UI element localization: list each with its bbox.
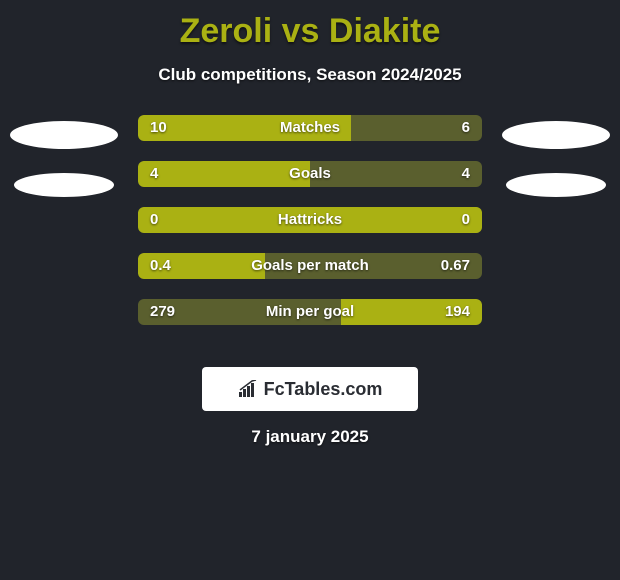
date-label: 7 january 2025 [0, 427, 620, 447]
metric-row: 00Hattricks [138, 207, 482, 233]
chart-icon [238, 380, 260, 398]
player-right-team-logo [506, 173, 606, 197]
metric-row: 0.40.67Goals per match [138, 253, 482, 279]
player-left-avatar [10, 121, 118, 149]
metric-bars: 106Matches 44Goals 00Hattricks 0.40.67Goals… [138, 115, 482, 345]
page-title: Zeroli vs Diakite [0, 0, 620, 51]
metric-row: 44Goals [138, 161, 482, 187]
metric-row: 279194Min per goal [138, 299, 482, 325]
metric-label: Min per goal [138, 299, 482, 325]
metric-label: Hattricks [138, 207, 482, 233]
player-left-team-logo [14, 173, 114, 197]
metric-label: Goals per match [138, 253, 482, 279]
metric-label: Goals [138, 161, 482, 187]
player-left-column [4, 115, 124, 221]
comparison-area: 106Matches 44Goals 00Hattricks 0.40.67Goals… [0, 115, 620, 355]
page-subtitle: Club competitions, Season 2024/2025 [0, 65, 620, 85]
footer-logo-text: FcTables.com [264, 379, 383, 400]
metric-row: 106Matches [138, 115, 482, 141]
player-right-column [496, 115, 616, 221]
metric-label: Matches [138, 115, 482, 141]
footer-logo[interactable]: FcTables.com [202, 367, 418, 411]
player-right-avatar [502, 121, 610, 149]
